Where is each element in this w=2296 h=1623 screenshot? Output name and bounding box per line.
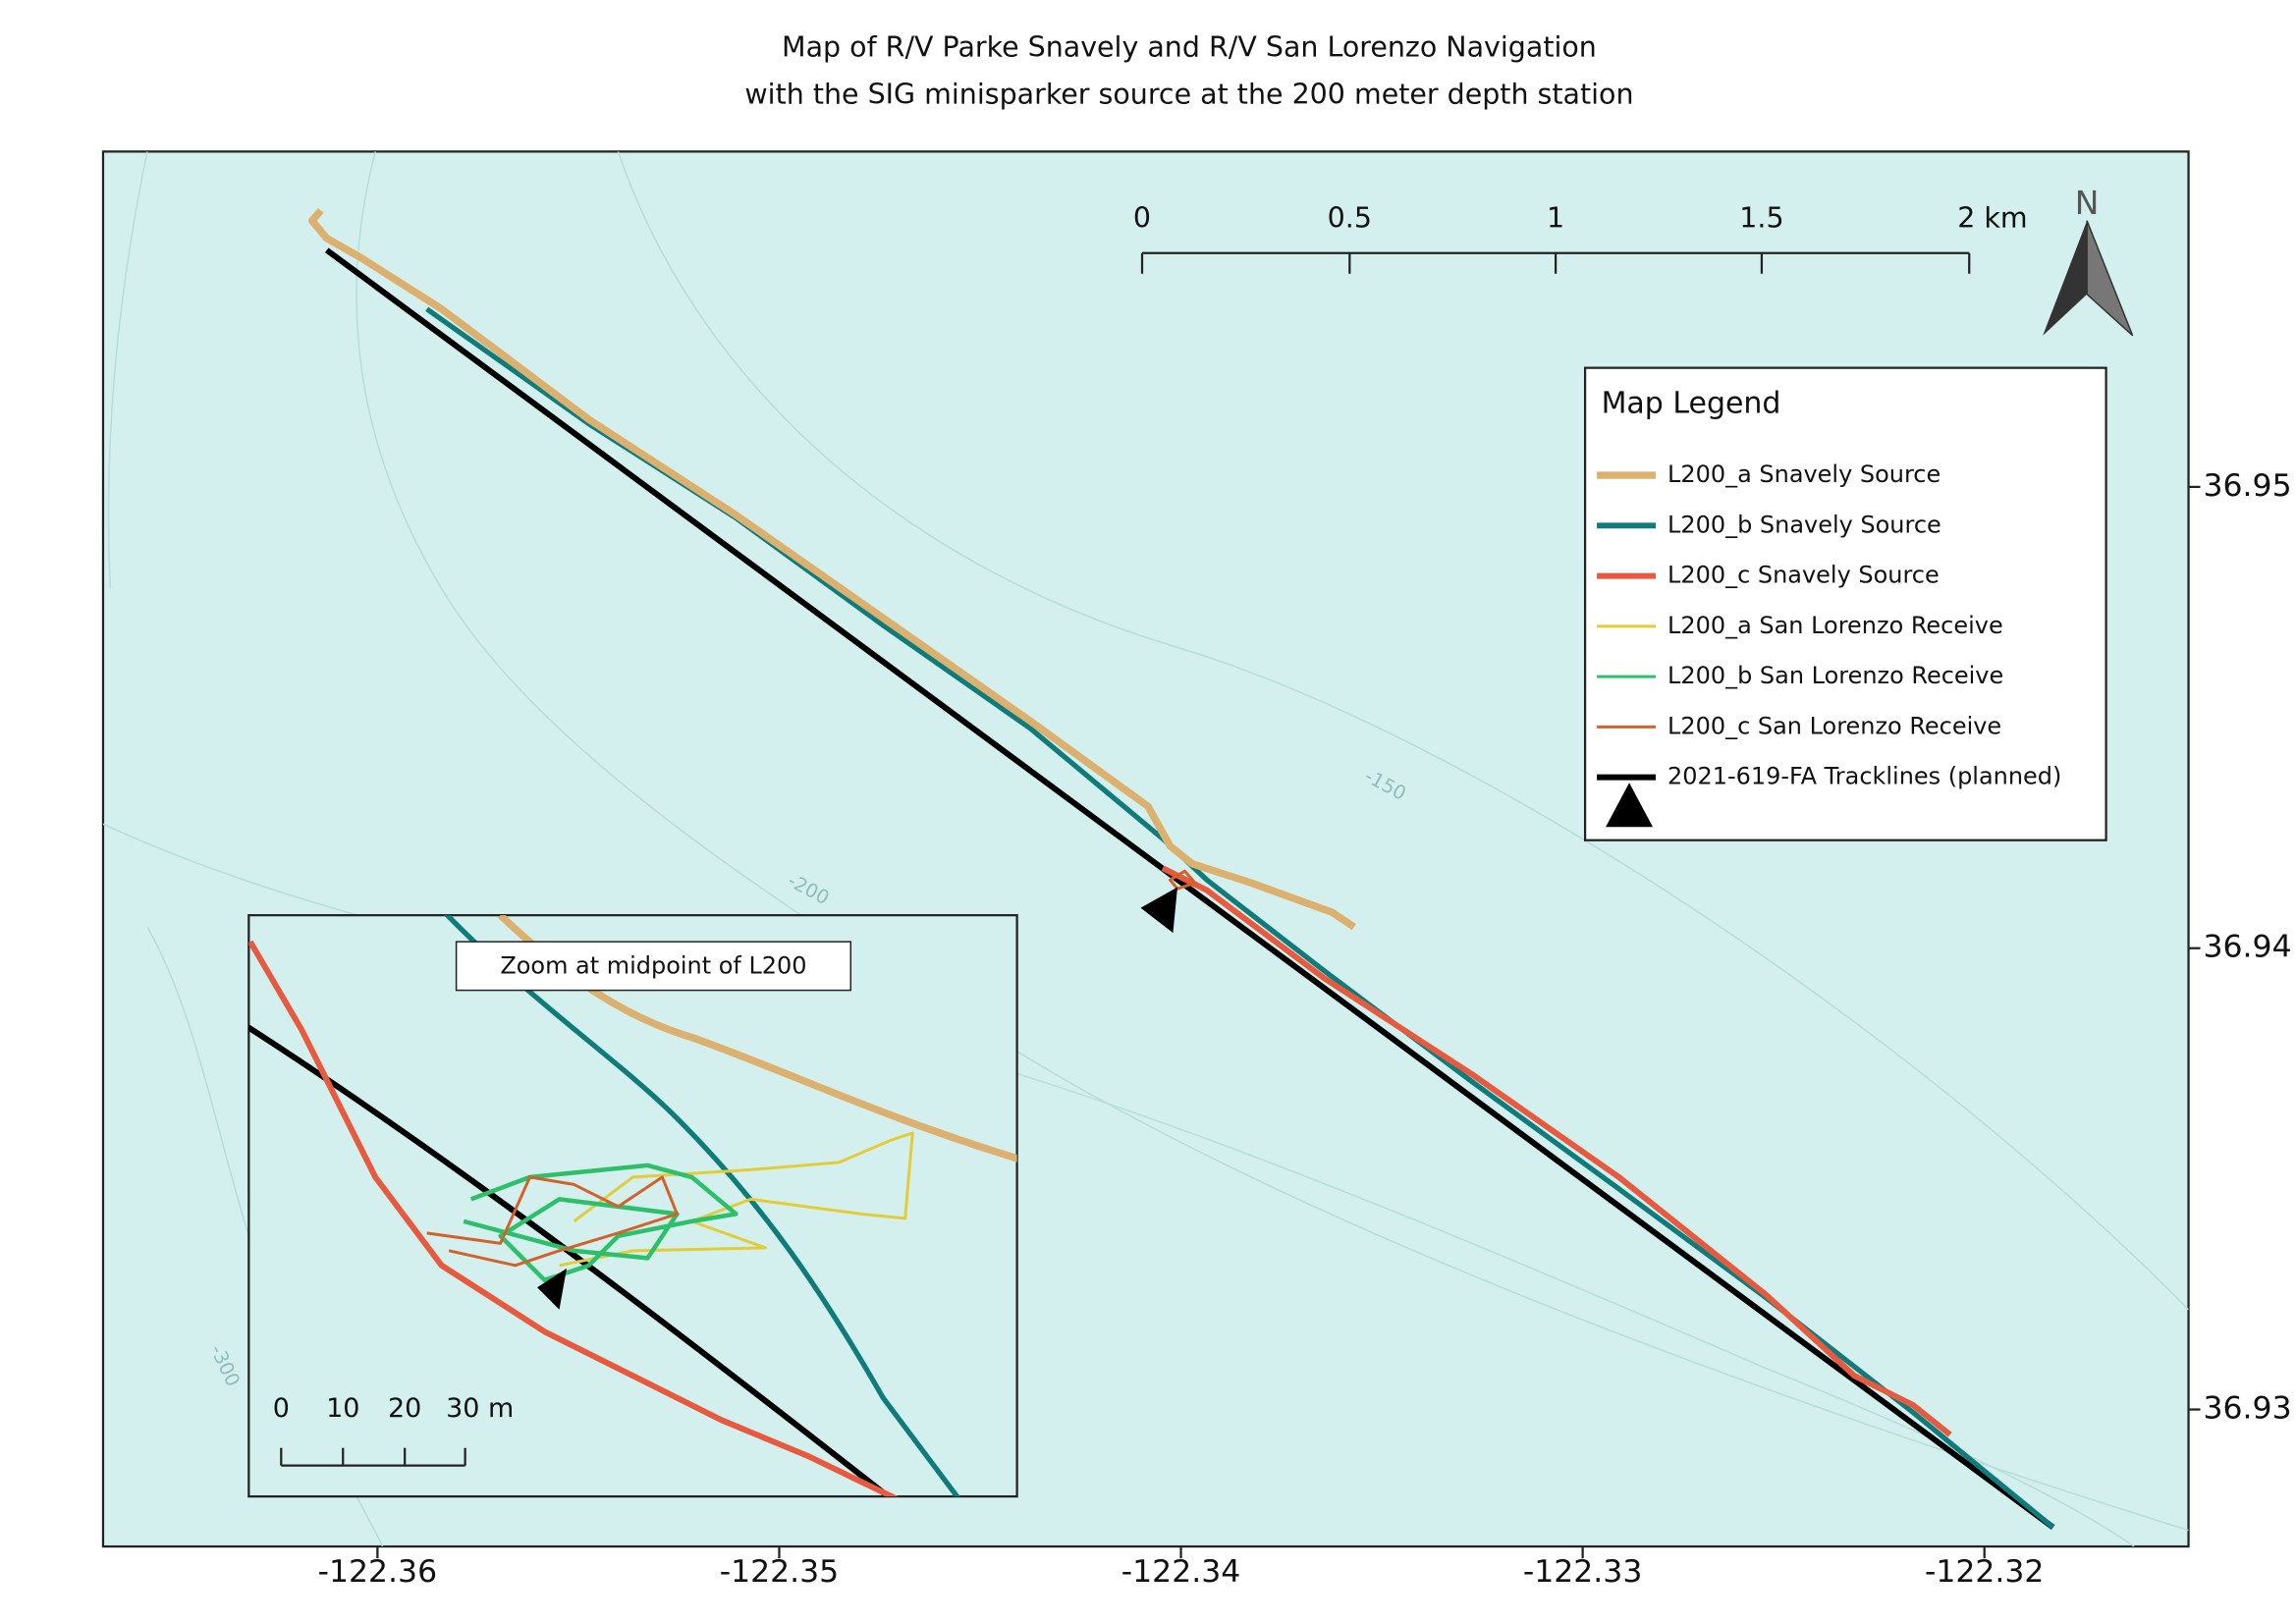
inset-scale-label: 30 m bbox=[446, 1393, 514, 1424]
planned-track bbox=[324, 247, 2055, 1530]
legend-label: L200_b Snavely Source bbox=[1667, 511, 1941, 538]
inset-frame bbox=[247, 914, 1018, 1498]
inset-scale-label: 10 bbox=[326, 1393, 359, 1424]
y-tick-label: 36.94 bbox=[2204, 930, 2292, 965]
legend-label: L200_c San Lorenzo Receive bbox=[1667, 712, 2001, 739]
north-label: N bbox=[2075, 184, 2100, 222]
scale-label: 0 bbox=[1133, 201, 1151, 234]
inset-title: Zoom at midpoint of L200 bbox=[500, 952, 806, 980]
x-tick-label: -122.32 bbox=[1925, 1554, 2044, 1590]
inset-scale-bar bbox=[280, 1447, 466, 1467]
x-tick-label: -122.34 bbox=[1121, 1554, 1240, 1590]
midpoint-marker bbox=[1140, 887, 1177, 934]
legend-label: 2021-619-FA Tracklines (planned) bbox=[1667, 763, 2061, 790]
legend-label: L200_a Snavely Source bbox=[1667, 460, 1941, 488]
x-tick-label: -122.36 bbox=[318, 1554, 437, 1590]
title-line: with the SIG minisparker source at the 2… bbox=[744, 78, 1633, 110]
receive-track bbox=[1168, 869, 1197, 891]
legend-marker bbox=[1606, 783, 1654, 828]
legend-title: Map Legend bbox=[1602, 387, 1781, 421]
legend-box bbox=[1583, 366, 2107, 841]
legend-label: L200_c Snavely Source bbox=[1667, 562, 1940, 589]
legend-label: L200_a San Lorenzo Receive bbox=[1667, 612, 2003, 639]
x-tick-label: -122.35 bbox=[720, 1554, 839, 1590]
inset-scale-label: 20 bbox=[388, 1393, 421, 1424]
axes: -122.36 -122.35 -122.34 -122.33 -122.32 36.93… bbox=[318, 468, 2292, 1590]
inset-title-box bbox=[455, 941, 852, 992]
legend-items: L200_a Snavely Source L200_b Snavely Sour… bbox=[1597, 460, 2061, 828]
inset-marker bbox=[537, 1268, 568, 1310]
tracks bbox=[308, 207, 2055, 1530]
scale-label: 1.5 bbox=[1739, 201, 1783, 234]
north-arrow-right bbox=[2086, 220, 2134, 337]
y-tick-label: 36.93 bbox=[2204, 1391, 2292, 1427]
x-tick-label: -122.33 bbox=[1523, 1554, 1642, 1590]
snavely-a-track bbox=[308, 207, 1356, 931]
legend-label: L200_b San Lorenzo Receive bbox=[1667, 662, 2003, 689]
scale-label: 2 km bbox=[1957, 201, 2027, 234]
scale-bar bbox=[1140, 251, 1971, 274]
scale-label: 0.5 bbox=[1328, 201, 1372, 234]
y-tick-label: 36.95 bbox=[2204, 468, 2292, 504]
inset-scale-label: 0 bbox=[273, 1393, 290, 1424]
snavely-c-track bbox=[1161, 865, 1952, 1437]
scale-label: 1 bbox=[1547, 201, 1564, 234]
title-line: Map of R/V Parke Snavely and R/V San Lor… bbox=[782, 30, 1597, 63]
